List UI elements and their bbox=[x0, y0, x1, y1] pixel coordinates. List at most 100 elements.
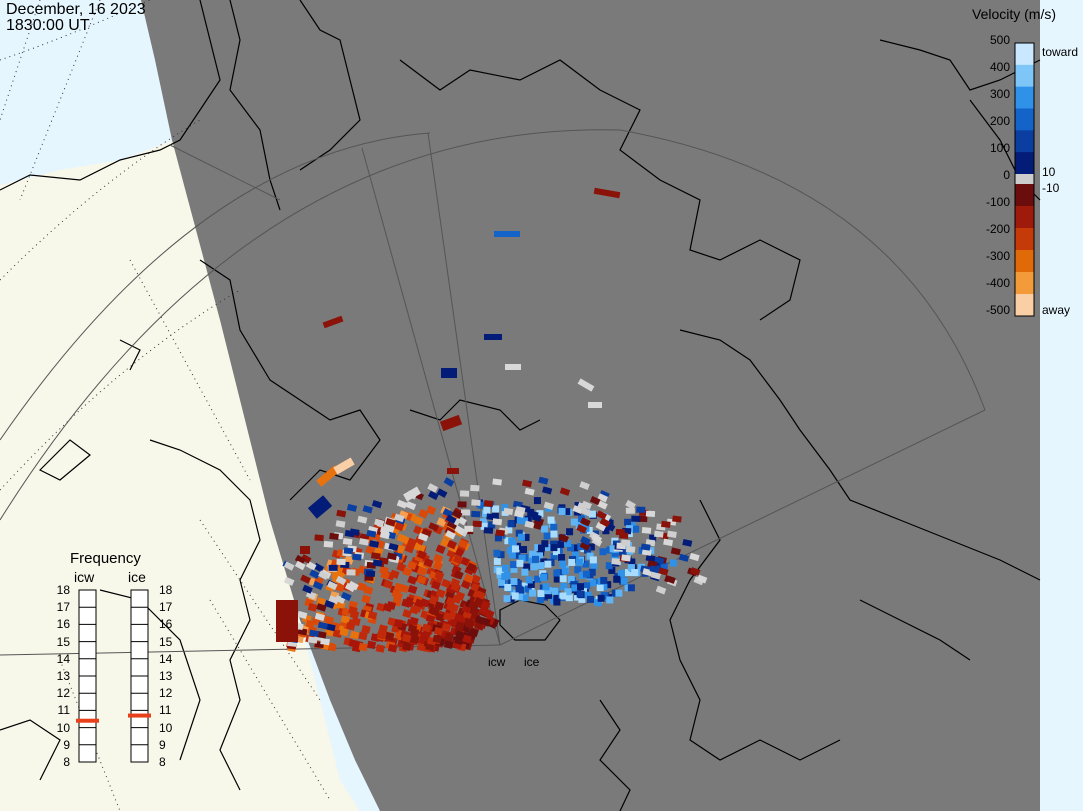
echo-cell bbox=[323, 540, 334, 548]
echo-cell bbox=[557, 540, 565, 548]
echo-cell bbox=[641, 527, 652, 534]
echo-cell bbox=[583, 582, 591, 590]
echo-cell bbox=[276, 600, 298, 642]
frequency-tick: 10 bbox=[56, 720, 70, 735]
echo-cell bbox=[340, 615, 351, 624]
echo-cell bbox=[388, 542, 399, 551]
echo-cell bbox=[367, 610, 378, 620]
echo-cell bbox=[329, 532, 339, 540]
echo-cell bbox=[492, 505, 500, 513]
echo-cell bbox=[433, 626, 444, 636]
echo-cell bbox=[550, 552, 558, 560]
echo-cell bbox=[522, 563, 530, 571]
echo-cell bbox=[462, 634, 472, 644]
colorbar-band bbox=[1015, 184, 1034, 207]
echo-cell bbox=[538, 476, 549, 485]
echo-cell bbox=[589, 495, 601, 506]
echo-cell bbox=[407, 624, 418, 634]
echo-cell bbox=[425, 613, 436, 623]
echo-cell bbox=[559, 575, 567, 583]
echo-cell bbox=[559, 592, 567, 600]
echo-cell bbox=[536, 510, 544, 518]
echo-cell bbox=[463, 573, 474, 584]
echo-cell bbox=[512, 500, 523, 509]
echo-cell bbox=[376, 630, 386, 640]
echo-cell bbox=[510, 561, 518, 569]
echo-cell bbox=[480, 600, 491, 610]
echo-cell bbox=[406, 537, 417, 548]
echo-cell bbox=[511, 545, 519, 553]
velocity-scale-title: Velocity (m/s) bbox=[972, 6, 1057, 22]
echo-cell bbox=[567, 544, 575, 552]
echo-cell bbox=[501, 564, 509, 572]
frequency-tick: 17 bbox=[159, 600, 173, 615]
frequency-tick: 16 bbox=[56, 617, 70, 632]
frequency-tick: 14 bbox=[56, 651, 70, 666]
echo-cell bbox=[689, 552, 700, 562]
echo-cell bbox=[572, 505, 584, 515]
echo-cell bbox=[581, 500, 592, 510]
echo-cell bbox=[467, 600, 478, 610]
echo-cell bbox=[442, 508, 454, 518]
echo-cell bbox=[428, 490, 439, 501]
echo-cell bbox=[324, 599, 335, 609]
echo-cell bbox=[312, 580, 324, 591]
echo-cell bbox=[470, 484, 480, 492]
frequency-marker-ice bbox=[128, 713, 151, 718]
echo-cell bbox=[636, 506, 646, 513]
echo-cell bbox=[503, 507, 514, 516]
echo-cell bbox=[314, 534, 324, 542]
echo-cell bbox=[507, 520, 515, 528]
echo-cell bbox=[434, 601, 445, 611]
echo-cell bbox=[597, 493, 609, 503]
echo-cell bbox=[402, 567, 413, 577]
echo-cell bbox=[358, 631, 368, 641]
echo-cell bbox=[348, 606, 358, 615]
echo-cell bbox=[498, 578, 506, 586]
velocity-tick: -200 bbox=[985, 222, 1010, 236]
echo-cell bbox=[283, 561, 295, 571]
echo-cell bbox=[516, 559, 524, 567]
echo-cell bbox=[340, 591, 352, 601]
echo-cell bbox=[464, 525, 474, 532]
echo-cell bbox=[655, 585, 667, 595]
echo-cell bbox=[385, 631, 395, 641]
echo-cell bbox=[553, 598, 561, 606]
echo-cell bbox=[504, 583, 512, 591]
echo-cell bbox=[606, 596, 614, 604]
echo-cell bbox=[559, 487, 571, 496]
echo-cell bbox=[455, 620, 465, 630]
echo-cell bbox=[514, 580, 522, 588]
frequency-tick: 16 bbox=[159, 617, 173, 632]
echo-cell bbox=[433, 553, 444, 564]
echo-cell bbox=[647, 560, 658, 569]
field-of-view-grid bbox=[0, 129, 986, 656]
echo-cell bbox=[544, 560, 552, 568]
echo-cell bbox=[533, 497, 541, 505]
echo-cell bbox=[528, 550, 536, 558]
echo-cell bbox=[580, 517, 591, 527]
echo-cell bbox=[596, 510, 607, 520]
echo-cell bbox=[454, 525, 466, 535]
frequency-tick: 15 bbox=[159, 634, 173, 649]
echo-cell bbox=[453, 554, 464, 565]
echo-cell bbox=[358, 642, 368, 652]
echo-cell bbox=[593, 187, 621, 199]
backscatter-data bbox=[276, 187, 708, 653]
echo-cell bbox=[696, 574, 708, 584]
echo-cell bbox=[625, 499, 636, 510]
echo-cell bbox=[453, 613, 464, 623]
echo-cell bbox=[550, 544, 558, 552]
frequency-radar-label-ice: ice bbox=[128, 569, 146, 585]
echo-cell bbox=[517, 586, 525, 594]
echo-cell bbox=[574, 566, 582, 574]
echo-cell bbox=[413, 515, 424, 526]
echo-cell bbox=[471, 510, 481, 518]
echo-cell bbox=[432, 561, 443, 571]
echo-cell bbox=[300, 574, 311, 584]
echo-cell bbox=[477, 501, 485, 509]
echo-cell bbox=[661, 520, 671, 528]
echo-cell bbox=[544, 587, 552, 595]
echo-cell bbox=[591, 533, 603, 544]
echo-cell bbox=[428, 606, 438, 616]
